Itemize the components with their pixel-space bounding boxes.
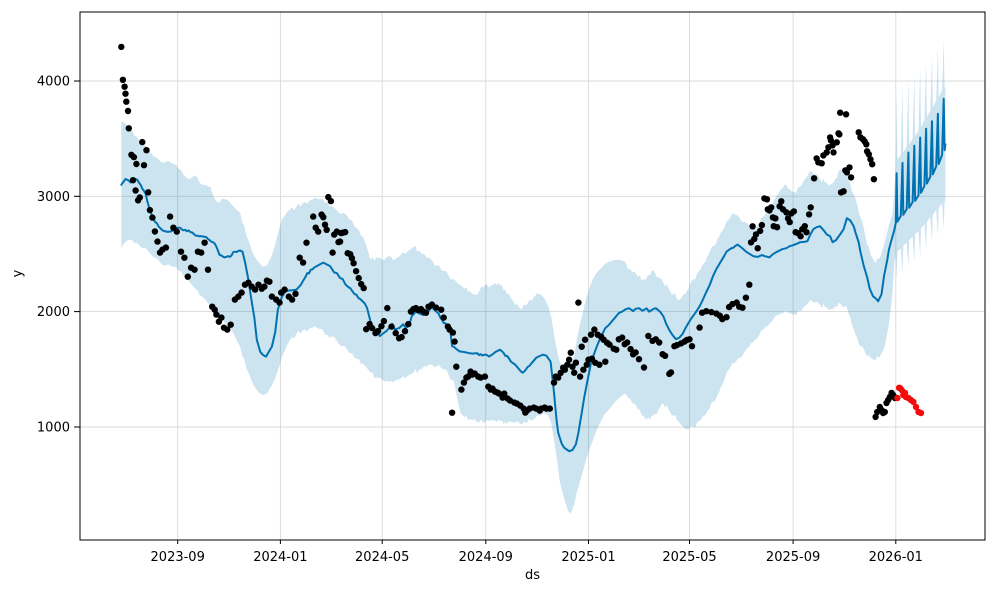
observed-points	[118, 43, 899, 421]
x-tick-label: 2026-01	[869, 550, 923, 565]
plot-border	[79, 11, 986, 541]
x-tick-label: 2023-09	[151, 550, 205, 565]
x-tick-label: 2025-05	[662, 550, 716, 565]
x-tick-label: 2025-09	[766, 550, 820, 565]
y-tick-label: 1000	[37, 421, 70, 436]
y-tick-label: 3000	[37, 190, 70, 205]
x-axis: 2023-09 2024-01 2024-05 2024-09 2025-01 2025-…	[151, 540, 923, 565]
forecast-line	[120, 97, 947, 453]
x-tick-label: 2024-09	[459, 550, 513, 565]
anomaly-points	[894, 384, 925, 417]
x-tick-label: 2025-01	[561, 550, 615, 565]
x-axis-title: ds	[524, 568, 541, 583]
grid-lines	[80, 12, 985, 540]
y-axis: 1000 2000 3000 4000	[37, 75, 80, 436]
x-tick-label: 2024-05	[355, 550, 409, 565]
x-tick-label: 2024-01	[253, 550, 307, 565]
y-axis-title: y	[10, 269, 26, 278]
y-tick-label: 2000	[37, 305, 70, 320]
y-tick-label: 4000	[37, 75, 70, 90]
uncertainty-band	[121, 40, 946, 514]
